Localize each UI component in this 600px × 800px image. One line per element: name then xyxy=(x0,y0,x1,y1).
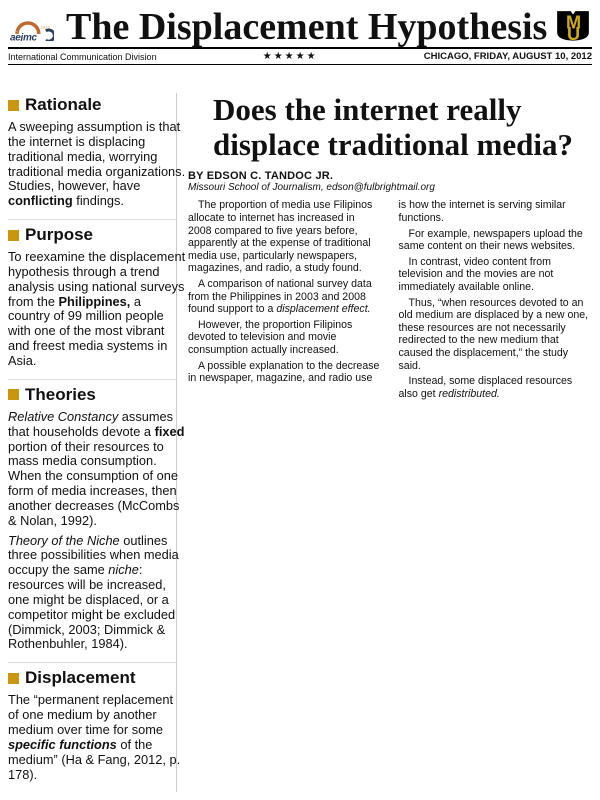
svg-text:U: U xyxy=(567,24,579,42)
svg-text:aejmc: aejmc xyxy=(10,32,38,41)
